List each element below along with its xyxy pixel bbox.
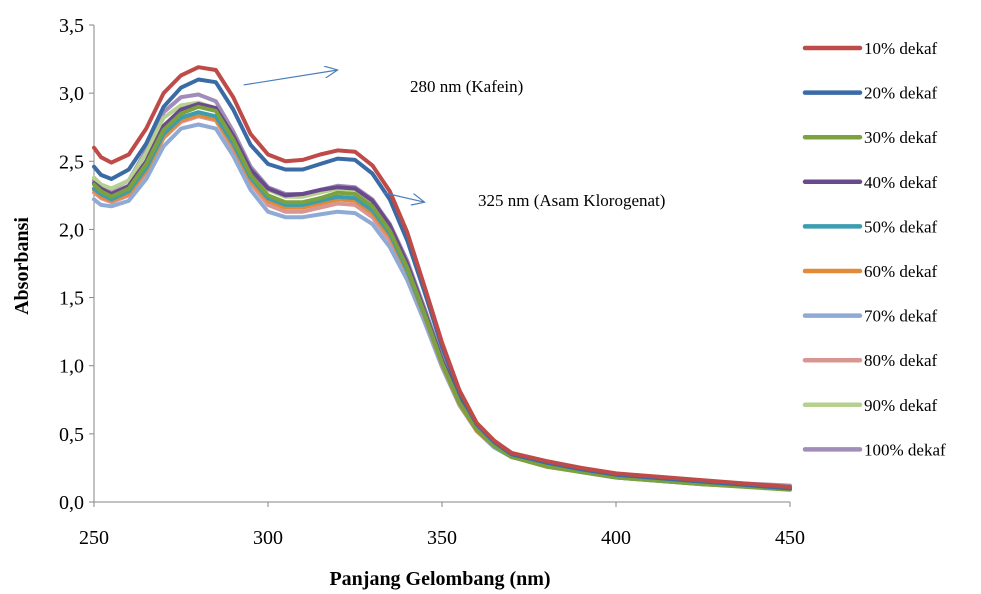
legend-label-3: 30% dekaf xyxy=(864,128,938,147)
x-tick-label: 400 xyxy=(601,527,631,549)
series-line-9 xyxy=(92,100,792,489)
series-line-4 xyxy=(92,102,792,491)
x-tick-label: 250 xyxy=(79,527,109,549)
legend-label-7: 70% dekaf xyxy=(864,307,938,326)
y-tick-label: 1,0 xyxy=(59,356,84,378)
x-tick-label: 350 xyxy=(427,527,457,549)
y-axis-title: Absorbansi xyxy=(11,217,33,315)
y-tick-label: 0,0 xyxy=(59,492,84,514)
series-lines xyxy=(92,65,792,492)
annotation-label-2: 325 nm (Asam Klorogenat) xyxy=(478,191,665,210)
y-tick-label: 0,5 xyxy=(59,424,84,446)
annotations: 280 nm (Kafein) 325 nm (Asam Klorogenat) xyxy=(243,70,665,210)
x-tick-label: 450 xyxy=(775,527,805,549)
legend: 10% dekaf 20% dekaf 30% dekaf 40% dekaf 50% … xyxy=(802,39,946,459)
series-line-2 xyxy=(92,77,792,491)
legend-label-4: 40% dekaf xyxy=(864,173,938,192)
legend-label-6: 60% dekaf xyxy=(864,262,938,281)
series-line-10 xyxy=(92,92,792,488)
x-tick-label: 300 xyxy=(253,527,283,549)
x-axis-title: Panjang Gelombang (nm) xyxy=(329,568,550,590)
series-line-5 xyxy=(92,110,792,491)
legend-label-9: 90% dekaf xyxy=(864,396,938,415)
y-tick-label: 2,5 xyxy=(59,151,84,173)
legend-label-2: 20% dekaf xyxy=(864,84,938,103)
axes: 0,0 0,5 1,0 1,5 2,0 2,5 3,0 3,5 250 300 350 400 450 xyxy=(59,15,805,549)
series-line-1 xyxy=(92,65,792,489)
annotation-arrow-2 xyxy=(382,192,425,203)
annotation-label-1: 280 nm (Kafein) xyxy=(410,77,523,96)
legend-label-10: 100% dekaf xyxy=(864,440,946,459)
annotation-arrow-1 xyxy=(243,70,338,86)
series-line-7 xyxy=(92,122,792,489)
y-tick-label: 3,5 xyxy=(59,15,84,37)
legend-label-1: 10% dekaf xyxy=(864,39,938,58)
y-tick-label: 1,5 xyxy=(59,288,84,310)
legend-label-5: 50% dekaf xyxy=(864,217,938,236)
legend-label-8: 80% dekaf xyxy=(864,351,938,370)
y-tick-label: 3,0 xyxy=(59,83,84,105)
series-line-6 xyxy=(92,112,792,491)
series-line-8 xyxy=(92,114,792,489)
y-tick-label: 2,0 xyxy=(59,219,84,241)
series-line-3 xyxy=(92,104,792,492)
